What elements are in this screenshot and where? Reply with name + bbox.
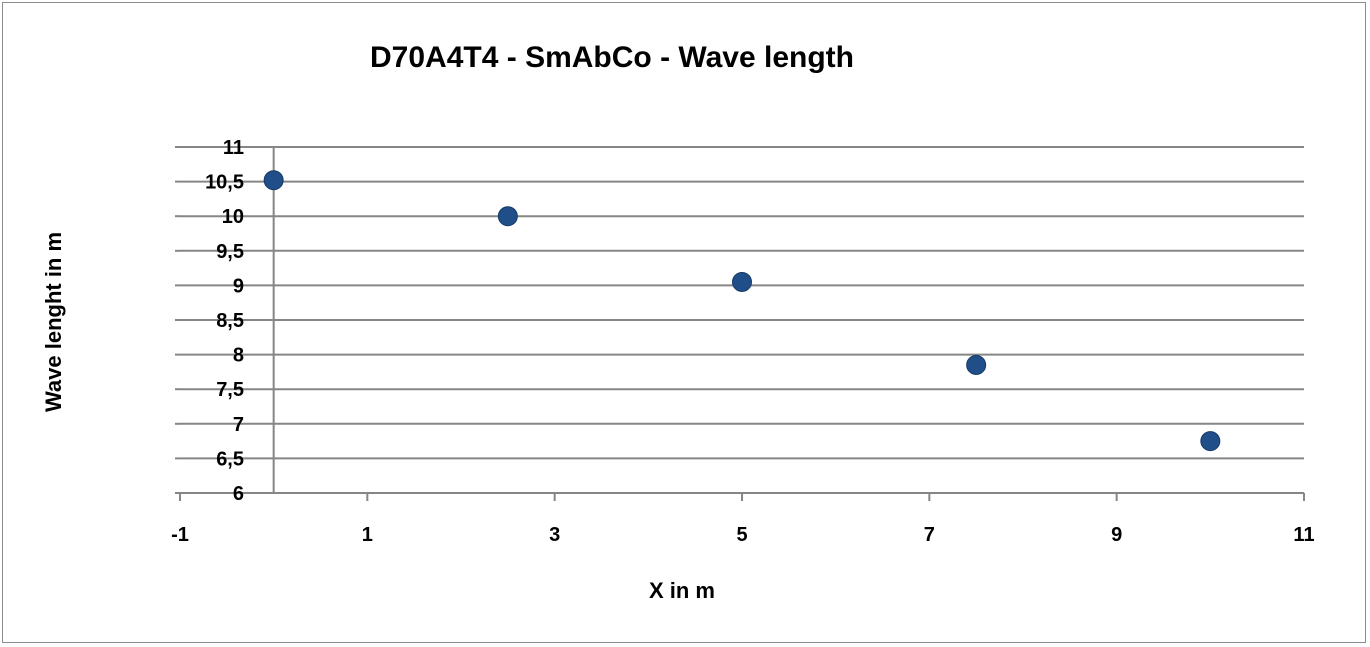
data-point	[732, 271, 752, 292]
y-tick-label: 8,5	[216, 310, 244, 332]
y-axis-title: Wave lenght in m	[41, 232, 66, 412]
x-tick-label: -1	[171, 524, 189, 546]
y-tick-labels: 6 6,5 7 7,5 8 8,5 9 9,5 10 10,5 11	[205, 137, 244, 505]
data-point	[966, 354, 987, 375]
y-tick-label: 7	[233, 414, 244, 436]
data-points	[263, 170, 1221, 452]
x-tick-label: 5	[736, 524, 747, 546]
y-tick-label: 8	[233, 345, 244, 367]
y-tick-label: 10	[222, 206, 244, 228]
x-axis-title: X in m	[649, 578, 715, 603]
chart-title: D70A4T4 - SmAbCo - Wave length	[370, 41, 854, 74]
x-tick-label: 7	[924, 524, 935, 546]
x-tick-label: 3	[549, 524, 560, 546]
x-tick-label: 1	[362, 524, 373, 546]
y-tick-label: 9	[233, 275, 244, 297]
x-tick-labels: -1 1 3 5 7 9 11	[171, 524, 1314, 546]
y-tick-label: 6,5	[216, 448, 244, 470]
x-tick-label: 9	[1111, 524, 1122, 546]
data-point	[263, 170, 284, 191]
data-point	[1200, 431, 1221, 452]
data-point	[497, 206, 518, 227]
y-tick-label: 10,5	[205, 172, 244, 194]
gridlines	[180, 146, 1304, 460]
y-tick-label: 11	[223, 137, 244, 159]
x-tick-label: 11	[1293, 524, 1314, 546]
axes	[175, 146, 1305, 501]
y-tick-label: 9,5	[216, 241, 244, 263]
y-tick-label: 6	[233, 483, 244, 505]
y-tick-label: 7,5	[216, 379, 244, 401]
